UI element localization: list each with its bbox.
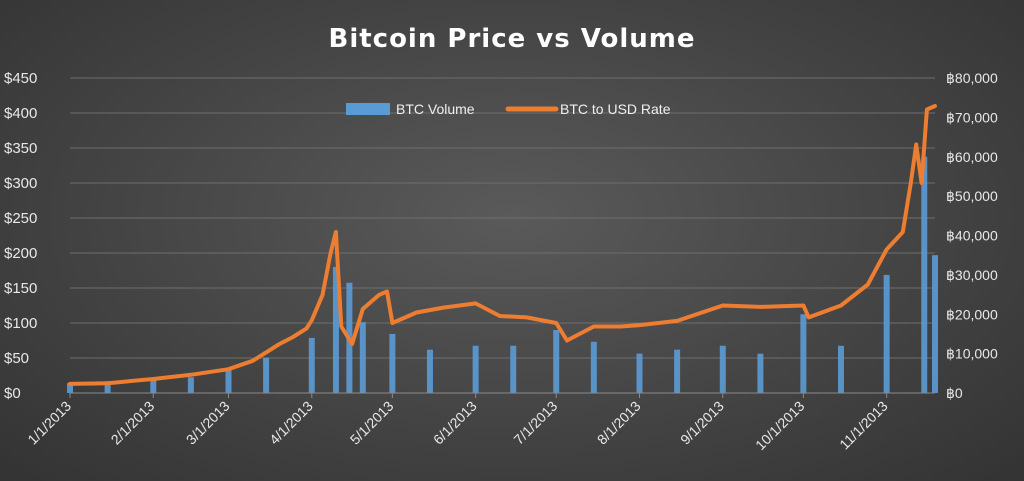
right-tick-label: ฿30,000	[946, 267, 998, 283]
volume-bar	[308, 337, 315, 393]
volume-bar	[719, 345, 726, 393]
volume-bar	[389, 333, 396, 393]
x-tick-label: 2/1/2013	[108, 398, 158, 448]
volume-bar	[932, 255, 938, 393]
volume-bar	[757, 353, 764, 393]
left-tick-label: $400	[4, 105, 37, 122]
x-tick-label: 5/1/2013	[347, 398, 397, 448]
x-tick-label: 7/1/2013	[510, 398, 560, 448]
volume-bar	[800, 314, 807, 393]
legend-volume-swatch	[346, 103, 390, 115]
x-tick-label: 3/1/2013	[183, 398, 233, 448]
right-tick-label: ฿0	[946, 385, 963, 401]
volume-bar	[510, 345, 517, 393]
right-tick-label: ฿50,000	[946, 188, 998, 204]
chart-title: Bitcoin Price vs Volume	[329, 24, 696, 54]
left-tick-label: $0	[4, 385, 21, 402]
left-tick-label: $250	[4, 210, 37, 227]
left-tick-label: $350	[4, 140, 37, 157]
legend-volume-label: BTC Volume	[396, 101, 475, 117]
volume-bar	[636, 353, 643, 393]
legend: BTC Volume BTC to USD Rate	[346, 101, 671, 117]
volume-bar	[263, 357, 270, 393]
volume-bar	[590, 341, 597, 393]
volume-bar	[472, 345, 479, 393]
x-tick-label: 8/1/2013	[594, 398, 644, 448]
legend-price-label: BTC to USD Rate	[560, 101, 671, 117]
volume-bar	[674, 349, 681, 393]
volume-bar	[104, 381, 111, 393]
x-tick-label: 10/1/2013	[752, 398, 808, 454]
right-tick-label: ฿20,000	[946, 306, 998, 322]
x-tick-label: 6/1/2013	[430, 398, 480, 448]
volume-bar	[426, 349, 433, 393]
right-tick-label: ฿70,000	[946, 109, 998, 125]
volume-bar	[332, 267, 339, 393]
x-tick-label: 1/1/2013	[24, 398, 74, 448]
left-tick-label: $200	[4, 245, 37, 262]
right-axis: ฿0 ฿10,000 ฿20,000 ฿30,000 ฿40,000 ฿50,000 ฿60…	[946, 70, 998, 401]
left-tick-label: $300	[4, 175, 37, 192]
volume-bar	[359, 322, 366, 393]
price-line	[68, 104, 937, 386]
x-tick-label: 11/1/2013	[836, 398, 891, 453]
right-tick-label: ฿10,000	[946, 346, 998, 362]
volume-bar	[67, 383, 73, 393]
right-tick-label: ฿40,000	[946, 228, 998, 244]
volume-bar	[553, 330, 560, 393]
price-line-layer	[68, 104, 937, 386]
right-tick-label: ฿60,000	[946, 149, 998, 165]
volume-bar	[225, 369, 232, 393]
right-tick-label: ฿80,000	[946, 70, 998, 86]
volume-bar	[837, 345, 844, 393]
left-tick-label: $100	[4, 315, 37, 332]
volume-bar	[883, 274, 890, 393]
left-tick-label: $50	[4, 350, 29, 367]
x-axis: 1/1/2013 2/1/2013 3/1/2013 4/1/2013 5/1/2013…	[24, 392, 935, 454]
left-tick-label: $150	[4, 280, 37, 297]
volume-bar	[187, 377, 194, 393]
gridlines	[70, 77, 935, 394]
x-tick-label: 4/1/2013	[266, 398, 316, 448]
left-tick-label: $450	[4, 70, 37, 87]
volume-bar	[921, 156, 928, 393]
x-tick-label: 9/1/2013	[677, 398, 727, 448]
volume-bar	[150, 379, 157, 393]
left-axis: $0 $50 $100 $150 $200 $250 $300 $350 $400 $450	[4, 70, 37, 402]
